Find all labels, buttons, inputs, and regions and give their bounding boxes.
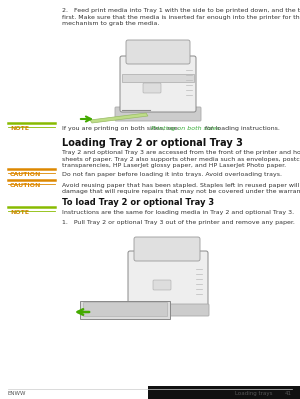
Text: for loading instructions.: for loading instructions. <box>203 126 280 131</box>
Text: Instructions are the same for loading media in Tray 2 and optional Tray 3.: Instructions are the same for loading me… <box>62 210 294 215</box>
Text: CAUTION: CAUTION <box>10 172 41 177</box>
Text: 1.   Pull Tray 2 or optional Tray 3 out of the printer and remove any paper.: 1. Pull Tray 2 or optional Tray 3 out of… <box>62 220 295 225</box>
Text: 2.   Feed print media into Tray 1 with the side to be printed down, and the top,: 2. Feed print media into Tray 1 with the… <box>62 8 300 13</box>
FancyBboxPatch shape <box>120 56 196 112</box>
Text: If you are printing on both sides, see: If you are printing on both sides, see <box>62 126 180 131</box>
Polygon shape <box>90 113 148 123</box>
Text: CAUTION: CAUTION <box>10 183 41 188</box>
Text: Avoid reusing paper that has been stapled. Staples left in reused paper will cau: Avoid reusing paper that has been staple… <box>62 183 300 188</box>
Text: mechanism to grab the media.: mechanism to grab the media. <box>62 21 159 26</box>
Text: Loading trays: Loading trays <box>235 391 272 396</box>
FancyBboxPatch shape <box>127 304 209 316</box>
Bar <box>148 386 300 399</box>
Text: To load Tray 2 or optional Tray 3: To load Tray 2 or optional Tray 3 <box>62 198 214 207</box>
FancyBboxPatch shape <box>122 74 194 82</box>
Text: ENWW: ENWW <box>8 391 26 396</box>
Bar <box>83 302 167 316</box>
Text: transparencies, HP LaserJet glossy paper, and HP LaserJet Photo paper.: transparencies, HP LaserJet glossy paper… <box>62 163 286 168</box>
FancyBboxPatch shape <box>126 40 190 64</box>
FancyBboxPatch shape <box>115 107 201 121</box>
Text: sheets of paper. Tray 2 also supports other media such as envelopes, postcards,: sheets of paper. Tray 2 also supports ot… <box>62 156 300 162</box>
FancyBboxPatch shape <box>153 280 171 290</box>
Text: first. Make sure that the media is inserted far enough into the printer for the : first. Make sure that the media is inser… <box>62 14 300 20</box>
Text: 41: 41 <box>285 391 292 396</box>
Text: Do not fan paper before loading it into trays. Avoid overloading trays.: Do not fan paper before loading it into … <box>62 172 282 177</box>
FancyBboxPatch shape <box>143 83 161 93</box>
Text: damage that will require repairs that may not be covered under the warranty.: damage that will require repairs that ma… <box>62 190 300 194</box>
Text: Printing on both sides: Printing on both sides <box>151 126 220 131</box>
FancyBboxPatch shape <box>128 251 208 307</box>
Text: Tray 2 and optional Tray 3 are accessed from the front of the printer and hold u: Tray 2 and optional Tray 3 are accessed … <box>62 150 300 155</box>
Text: NOTE: NOTE <box>10 126 29 131</box>
Text: Loading Tray 2 or optional Tray 3: Loading Tray 2 or optional Tray 3 <box>62 138 243 148</box>
Bar <box>80 301 170 319</box>
FancyBboxPatch shape <box>134 237 200 261</box>
Text: NOTE: NOTE <box>10 210 29 215</box>
